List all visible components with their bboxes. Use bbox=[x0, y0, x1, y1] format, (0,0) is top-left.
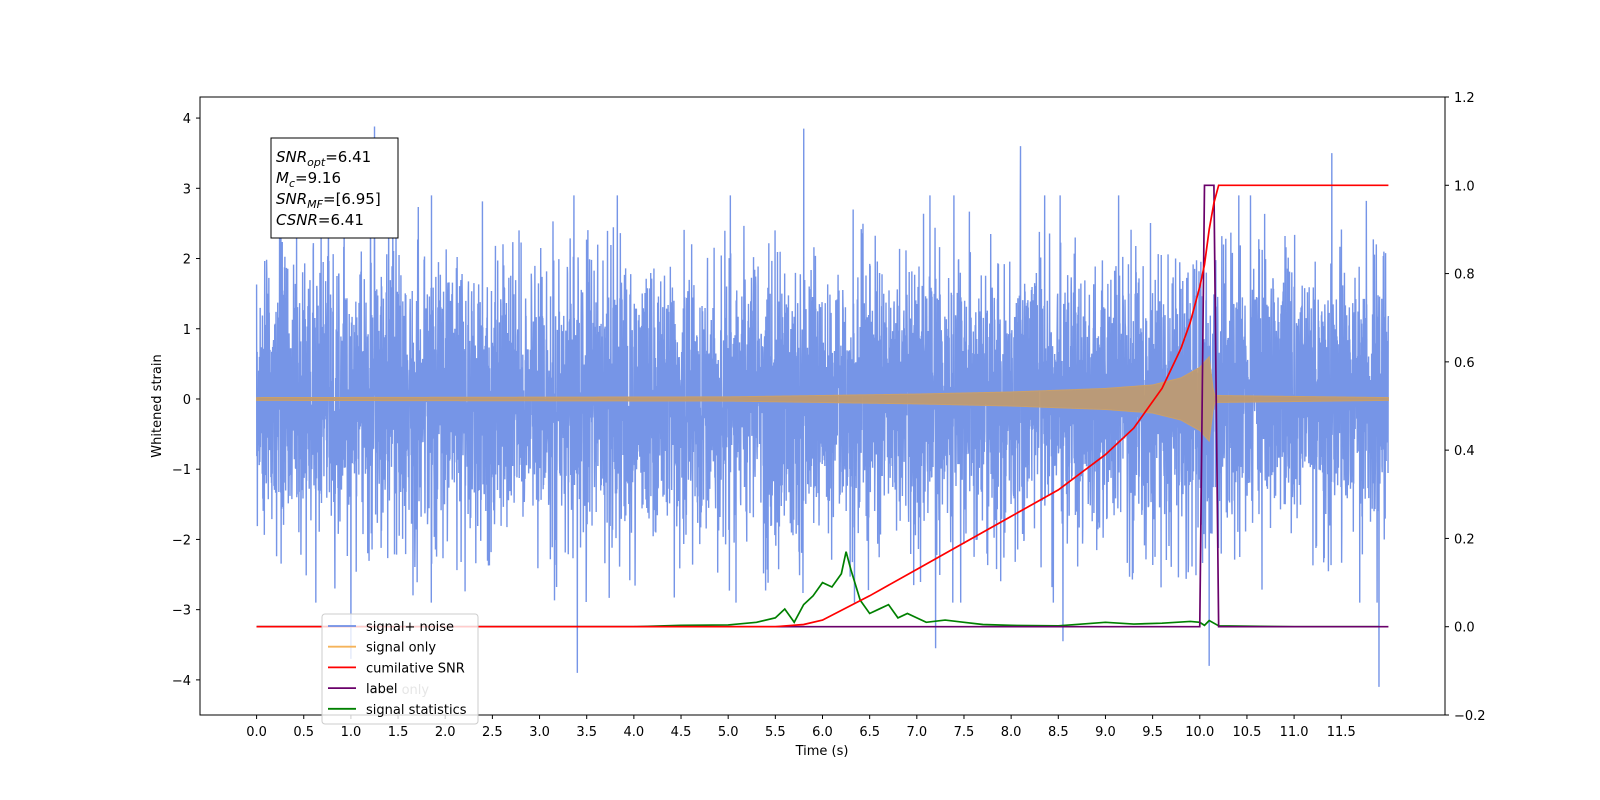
y-tick-label: 3 bbox=[183, 182, 191, 197]
x-axis: 0.0 0.5 1.0 1.5 2.0 2.5 3.0 3.5 4.0 4.5 5.0 5.5 6.0 6… bbox=[246, 715, 1356, 740]
y-tick-label: −3 bbox=[172, 604, 191, 619]
x-tick-label: 1.5 bbox=[388, 725, 409, 740]
y-axis-left: −4 −3 −2 −1 0 1 2 3 4 bbox=[172, 112, 200, 689]
y-tick-label: −2 bbox=[172, 533, 191, 548]
series-cumulative-snr bbox=[256, 184, 1389, 628]
y-axis-right: −0.2 0.0 0.2 0.4 0.6 0.8 1.0 1.2 bbox=[1445, 91, 1486, 724]
x-tick-label: 6.0 bbox=[812, 725, 833, 740]
y2-tick-label: 1.2 bbox=[1454, 91, 1475, 106]
x-tick-label: 2.5 bbox=[482, 725, 503, 740]
x-tick-label: 11.0 bbox=[1280, 725, 1309, 740]
x-tick-label: 10.5 bbox=[1232, 725, 1261, 740]
y-tick-label: −1 bbox=[172, 463, 191, 478]
legend: label only signal+ noise signal only cumila… bbox=[321, 613, 479, 725]
y2-tick-label: 0.0 bbox=[1454, 621, 1475, 636]
y2-tick-label: 0.2 bbox=[1454, 532, 1475, 547]
x-tick-label: 7.0 bbox=[906, 725, 927, 740]
x-tick-label: 2.0 bbox=[435, 725, 456, 740]
x-tick-label: 10.0 bbox=[1185, 725, 1214, 740]
annotation-line: Mc=9.16 bbox=[276, 169, 341, 190]
x-tick-label: 6.5 bbox=[859, 725, 880, 740]
annotation-frame bbox=[270, 137, 399, 239]
x-tick-label: 9.5 bbox=[1142, 725, 1163, 740]
series-label bbox=[256, 184, 1389, 628]
legend-label: signal+ noise bbox=[366, 620, 454, 635]
legend-label: signal only bbox=[366, 641, 436, 656]
legend-label: signal statistics bbox=[366, 703, 467, 718]
y2-tick-label: 1.0 bbox=[1454, 179, 1475, 194]
legend-hidden-text: label only bbox=[366, 683, 429, 698]
x-axis-label: Time (s) bbox=[795, 744, 849, 759]
x-tick-label: 3.0 bbox=[529, 725, 550, 740]
x-tick-label: 11.5 bbox=[1327, 725, 1356, 740]
y-tick-label: 0 bbox=[183, 393, 191, 408]
x-tick-label: 1.0 bbox=[341, 725, 362, 740]
x-tick-label: 3.5 bbox=[576, 725, 597, 740]
legend-label: label bbox=[366, 682, 397, 697]
series-layer bbox=[255, 126, 1390, 687]
x-tick-label: 0.5 bbox=[293, 725, 314, 740]
x-tick-label: 5.0 bbox=[718, 725, 739, 740]
y2-tick-label: 0.6 bbox=[1454, 356, 1475, 371]
series-signal-only bbox=[256, 355, 1389, 443]
y-axis-label: Whitened strain bbox=[150, 354, 165, 457]
x-tick-label: 9.0 bbox=[1095, 725, 1116, 740]
annotation-line: CSNR=6.41 bbox=[276, 211, 364, 229]
x-tick-label: 4.5 bbox=[671, 725, 692, 740]
annotation-line: SNRopt=6.41 bbox=[276, 148, 371, 169]
annotation-line: SNRMF=[6.95] bbox=[276, 190, 381, 211]
y2-tick-label: −0.2 bbox=[1454, 709, 1486, 724]
x-tick-label: 4.0 bbox=[624, 725, 645, 740]
x-tick-label: 8.5 bbox=[1048, 725, 1069, 740]
x-tick-label: 8.0 bbox=[1001, 725, 1022, 740]
y-tick-label: 2 bbox=[183, 253, 191, 268]
x-tick-label: 5.5 bbox=[765, 725, 786, 740]
y2-tick-label: 0.4 bbox=[1454, 444, 1475, 459]
legend-frame bbox=[321, 613, 479, 725]
y-tick-label: −4 bbox=[172, 674, 191, 689]
x-tick-label: 7.5 bbox=[954, 725, 975, 740]
series-signal-statistics bbox=[256, 551, 1379, 628]
x-tick-label: 0.0 bbox=[246, 725, 267, 740]
y2-tick-label: 0.8 bbox=[1454, 268, 1475, 283]
y-tick-label: 4 bbox=[183, 112, 191, 127]
legend-label: cumilative SNR bbox=[366, 661, 465, 676]
y-tick-label: 1 bbox=[183, 323, 191, 338]
